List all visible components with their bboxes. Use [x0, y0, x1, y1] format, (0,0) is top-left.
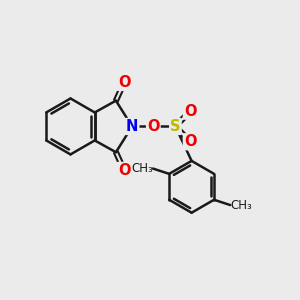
Text: O: O — [118, 75, 130, 90]
Text: O: O — [147, 119, 160, 134]
Text: S: S — [170, 119, 181, 134]
Text: CH₃: CH₃ — [131, 162, 153, 175]
Text: O: O — [184, 103, 197, 118]
Text: CH₃: CH₃ — [230, 199, 252, 212]
Text: N: N — [126, 119, 138, 134]
Text: O: O — [184, 134, 197, 149]
Text: O: O — [118, 163, 130, 178]
